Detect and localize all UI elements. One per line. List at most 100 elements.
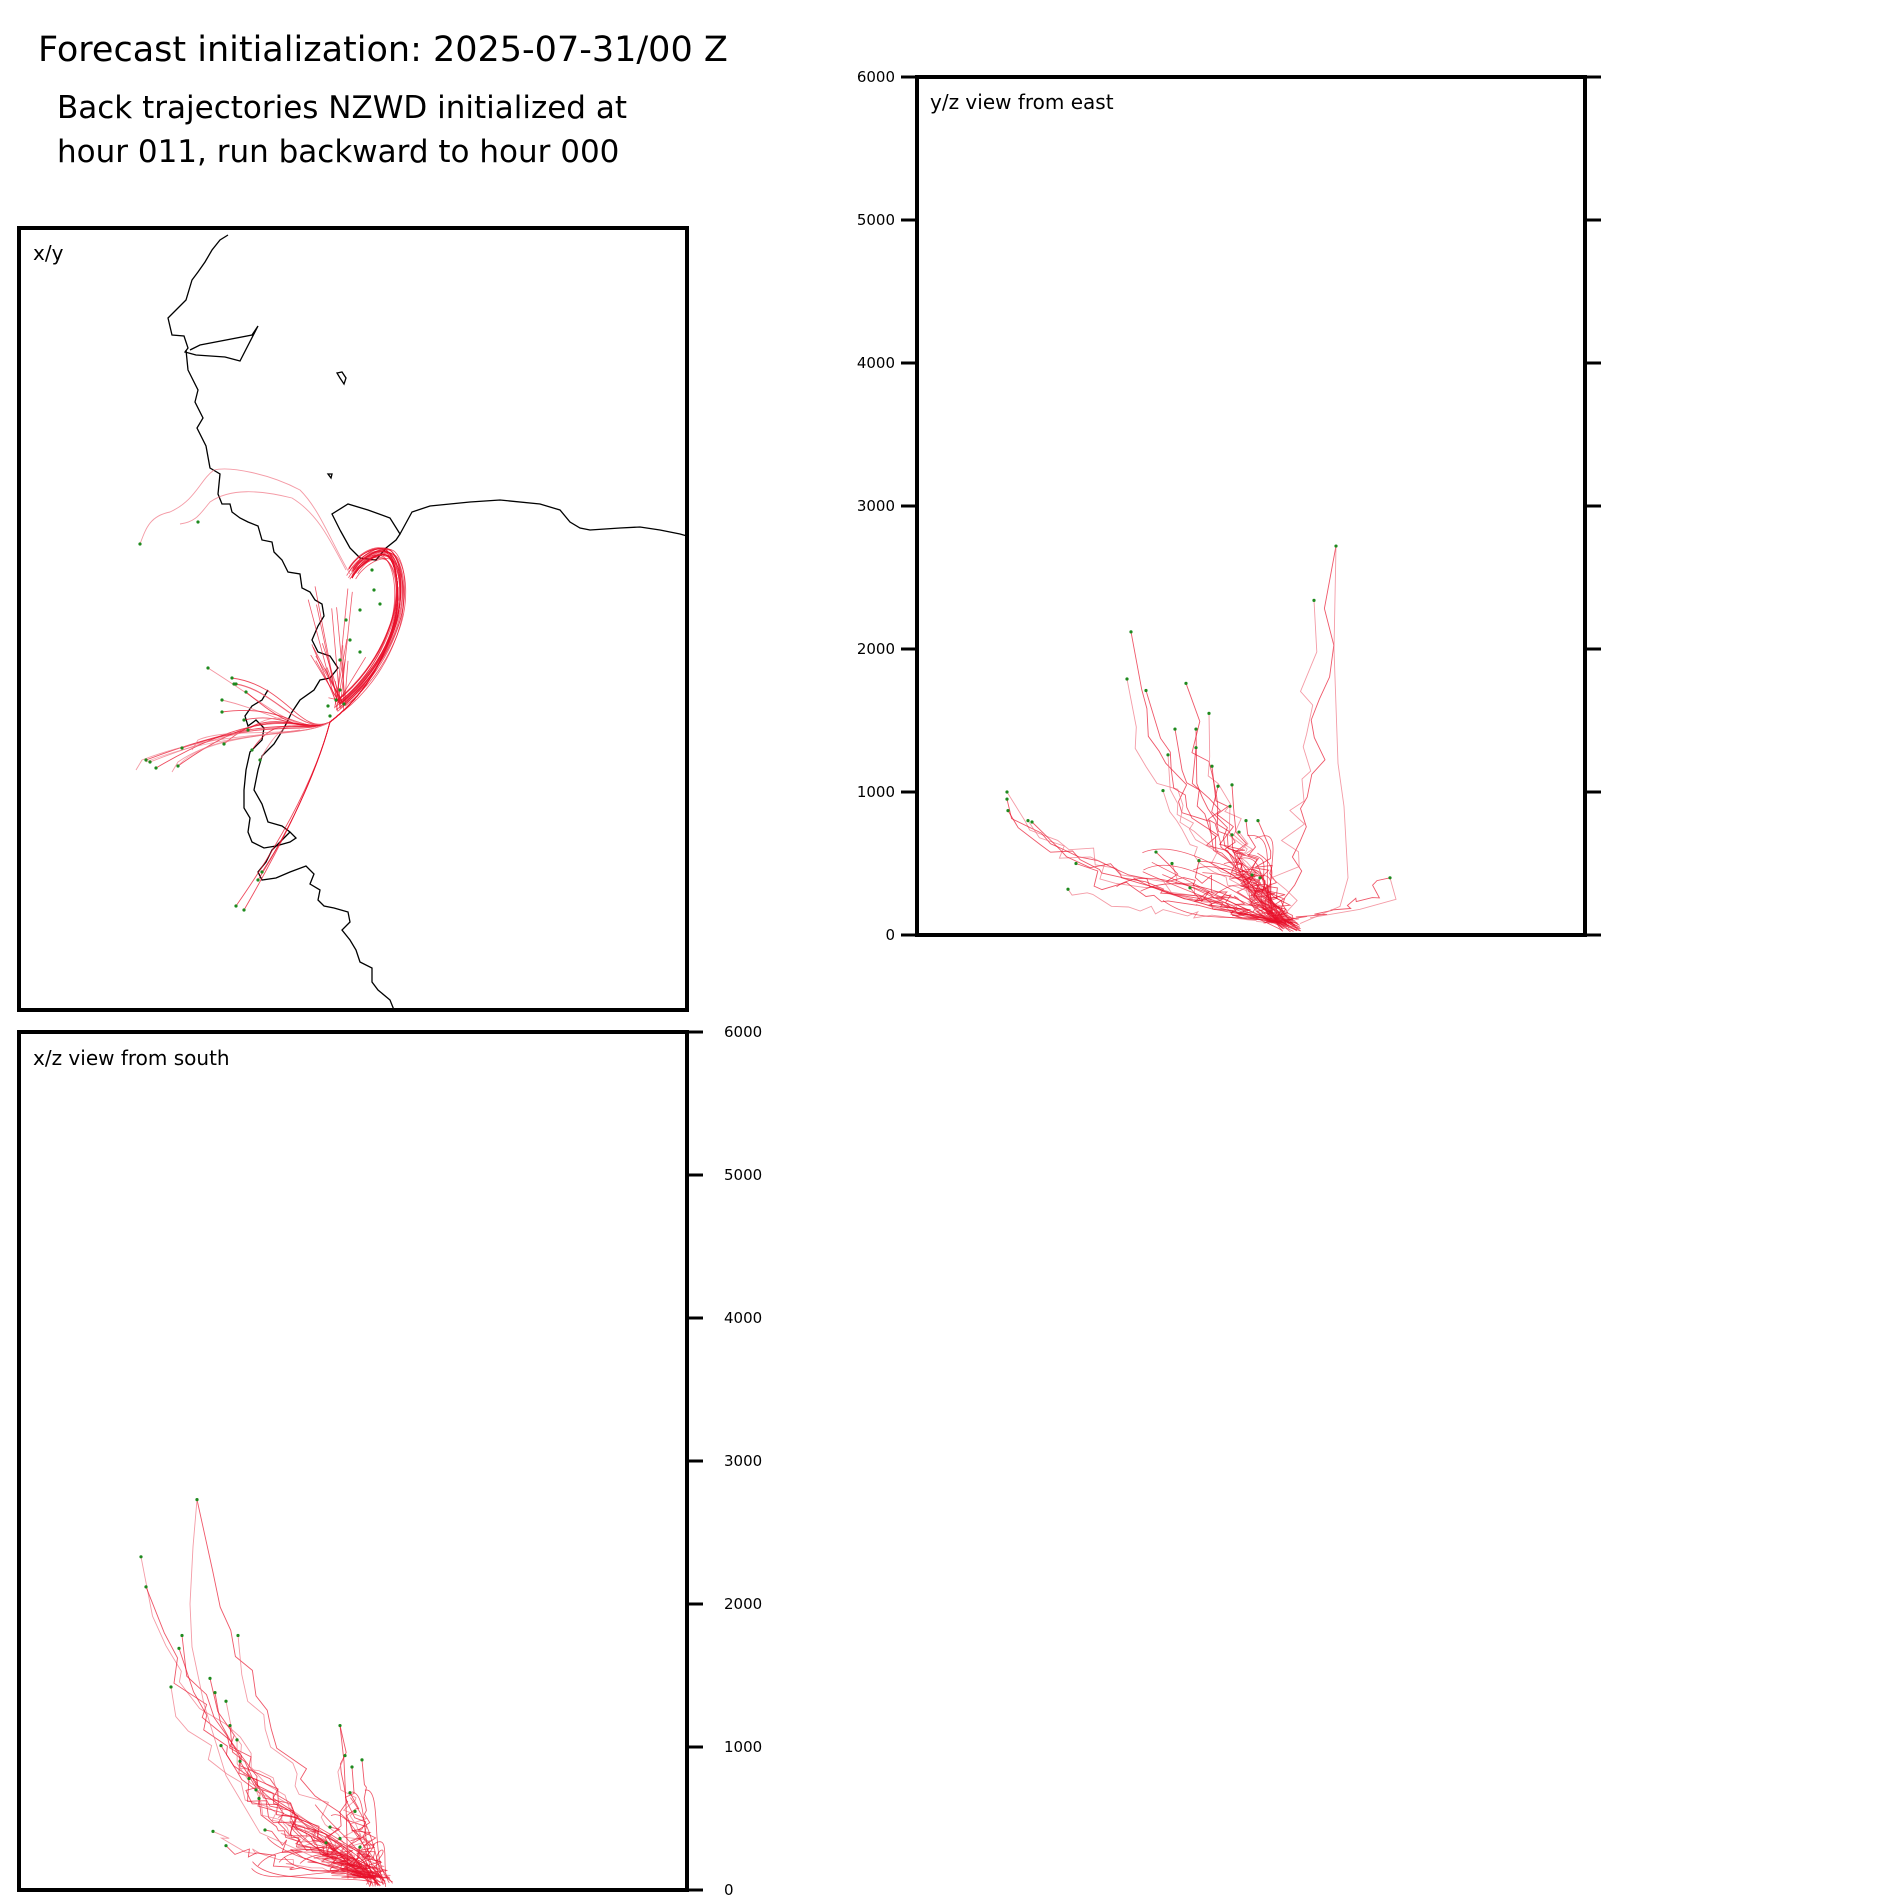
trajectory-line [1162,900,1285,930]
trajectory-line [1027,820,1285,924]
trajectory-start-marker [254,1788,258,1792]
y-tick-label: 1000 [857,783,895,801]
coastline-segment [335,371,347,386]
trajectory-start-marker [1166,753,1170,757]
trajectory-line [311,1839,379,1887]
trajectory-line [221,554,399,727]
trajectory-start-marker [1026,819,1030,823]
marker-group-yz [1005,544,1392,891]
trajectory-line [1245,820,1286,924]
trajectory-line [247,554,399,731]
y-tick-label: 3000 [857,497,895,515]
trajectory-start-marker [1210,764,1214,768]
trajectory-start-marker [247,1776,251,1781]
trajectory-line [336,552,407,707]
trajectory-start-marker [1230,783,1234,787]
trajectory-start-marker [338,1836,342,1841]
trajectory-line [231,554,399,725]
trajectory-start-marker [224,1699,228,1703]
trajectory-line [155,554,399,769]
trajectory-line [229,1725,378,1879]
trajectory-line [189,1499,341,1869]
coastline-segment [257,831,395,1011]
trajectory-line [1142,848,1300,926]
y-tick-label: 0 [724,1881,734,1899]
figure-subtitle-line-2: hour 011, run backward to hour 000 [57,134,620,170]
trajectory-start-marker [246,728,250,732]
trajectory-start-marker [1184,681,1188,685]
trajectory-group-yz [1006,545,1397,933]
marker-group-xy [138,520,382,912]
trajectory-start-marker [208,1676,212,1680]
y-tick-label: 2000 [857,640,895,658]
panel-xz: 0 1000 2000 3000 4000 5000 6000 x/z view from … [17,1023,762,1899]
coastline-segment [331,499,688,537]
trajectory-line [257,554,399,881]
trajectory-start-marker [360,1758,364,1762]
trajectory-start-marker [1388,876,1392,880]
y-tick-label: 4000 [724,1309,762,1327]
trajectory-start-marker [378,602,382,606]
trajectory-line [1246,854,1299,926]
trajectory-start-marker [195,1498,199,1502]
trajectory-line [307,558,399,712]
trajectory-start-marker [1207,711,1211,715]
trajectory-start-marker [358,608,362,612]
trajectory-start-marker [180,746,184,750]
trajectory-line [1235,857,1299,927]
trajectory-line [1151,861,1294,932]
trajectory-start-marker [148,760,152,764]
trajectory-line [290,1827,371,1888]
trajectory-line [171,554,399,773]
trajectory-start-marker [342,702,346,706]
trajectory-start-marker [1161,788,1165,793]
trajectory-start-marker [138,542,142,546]
trajectory-line [314,1804,376,1887]
trajectory-start-marker [1334,544,1338,548]
trajectory-start-marker [260,870,264,874]
trajectory-line [251,554,399,751]
trajectory-line [283,1856,379,1884]
panel-xy: x/y [17,226,689,1012]
trajectory-start-marker [334,698,338,702]
trajectory-line [1277,877,1391,924]
trajectory-start-marker [213,1691,217,1695]
trajectory-line [1230,877,1289,926]
y-tick-label: 4000 [857,354,895,372]
trajectory-start-marker [1216,784,1220,788]
trajectory-start-marker [1030,820,1034,824]
panel-yz-label: y/z view from east [930,90,1114,114]
coastline-segment [339,529,401,561]
trajectory-start-marker [258,758,262,762]
trajectory-start-marker [328,1825,332,1829]
y-tick-label: 6000 [724,1023,762,1041]
trajectory-start-marker [372,588,376,592]
trajectory-start-marker [211,1829,215,1833]
trajectory-line [278,1851,378,1886]
trajectory-start-marker [1005,797,1009,801]
y-tick-label: 1000 [724,1738,762,1756]
trajectory-line [336,547,398,702]
trajectory-start-marker [343,1753,347,1758]
panel-xz-label: x/z view from south [33,1046,230,1070]
trajectory-group-xy [135,468,407,911]
trajectory-start-marker [238,1759,242,1763]
trajectory-start-marker [206,666,210,670]
trajectory-line [344,548,406,703]
trajectory-start-marker [1244,819,1248,823]
y-tick-label: 3000 [724,1452,762,1470]
trajectory-start-marker [250,748,254,752]
trajectory-line [1142,871,1283,931]
figure-subtitle-line-1: Back trajectories NZWD initialized at [57,90,627,126]
trajectory-start-marker [232,682,236,686]
trajectory-start-marker [154,766,158,770]
trajectory-start-marker [344,618,348,622]
trajectory-start-marker [263,1828,267,1832]
trajectory-start-marker [234,904,238,908]
trajectory-line [1193,866,1291,933]
trajectory-start-marker [1194,746,1198,750]
coastline [167,234,688,1011]
xz-axis-ticks: 0 1000 2000 3000 4000 5000 6000 [687,1023,762,1899]
trajectory-start-marker [242,718,246,722]
